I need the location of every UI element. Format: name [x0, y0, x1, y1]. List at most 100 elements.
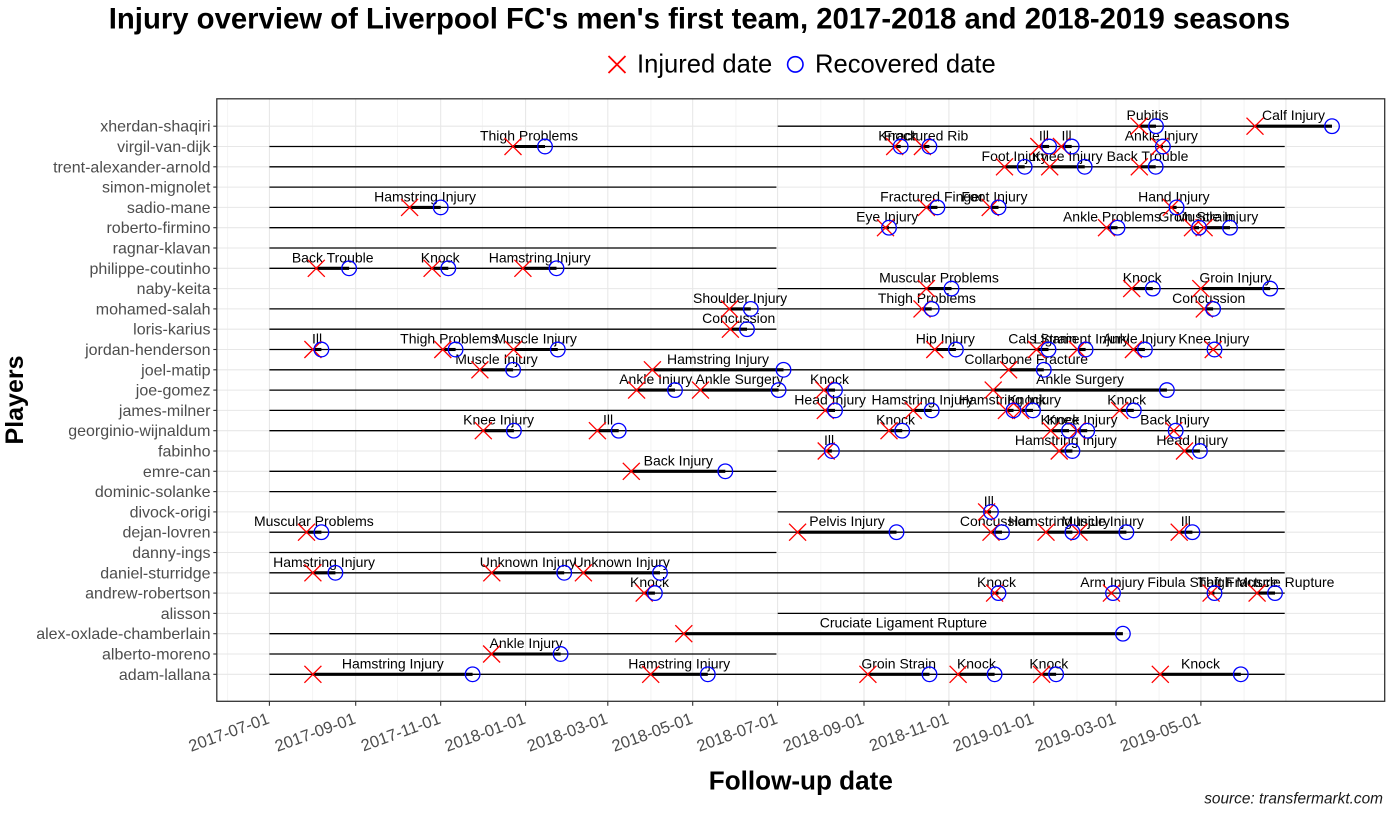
svg-text:ragnar-klavan: ragnar-klavan [113, 241, 211, 258]
svg-text:joe-gomez: joe-gomez [135, 383, 211, 400]
svg-text:Knock: Knock [810, 371, 850, 387]
svg-text:Groin Injury: Groin Injury [1199, 270, 1271, 286]
svg-text:fabinho: fabinho [158, 444, 211, 461]
svg-text:james-milner: james-milner [118, 403, 211, 420]
svg-text:danny-ings: danny-ings [132, 545, 210, 562]
svg-text:Ankle Injury: Ankle Injury [1125, 128, 1198, 144]
svg-text:Follow-up date: Follow-up date [709, 766, 893, 796]
svg-text:Players: Players [1, 356, 29, 445]
svg-text:Injured date: Injured date [637, 50, 772, 78]
svg-text:Hamstring Injury: Hamstring Injury [374, 188, 476, 204]
svg-text:Hamstring Injury: Hamstring Injury [342, 655, 444, 671]
svg-text:Hamstring Injury: Hamstring Injury [872, 391, 974, 407]
svg-text:Back Trouble: Back Trouble [292, 249, 374, 265]
svg-text:georginio-wijnaldum: georginio-wijnaldum [68, 423, 210, 440]
svg-text:Thigh Problems: Thigh Problems [878, 290, 976, 306]
svg-text:xherdan-shaqiri: xherdan-shaqiri [100, 119, 210, 136]
svg-text:Unknown Injury: Unknown Injury [480, 554, 577, 570]
svg-text:philippe-coutinho: philippe-coutinho [90, 261, 211, 278]
svg-text:Muscular Problems: Muscular Problems [879, 270, 999, 286]
svg-text:Ill: Ill [824, 432, 834, 448]
svg-text:Unknown Injury: Unknown Injury [573, 554, 670, 570]
svg-text:Hamstring Injury: Hamstring Injury [628, 655, 730, 671]
svg-text:Muscle Injury: Muscle Injury [455, 351, 537, 367]
svg-text:Thigh Muscle Rupture: Thigh Muscle Rupture [1198, 574, 1335, 590]
svg-text:Fractured Finger: Fractured Finger [880, 188, 984, 204]
svg-text:Hand Injury: Hand Injury [1138, 188, 1210, 204]
svg-text:Ankle Problems: Ankle Problems [1063, 209, 1161, 225]
svg-text:Cruciate Ligament Rupture: Cruciate Ligament Rupture [820, 615, 988, 631]
svg-text:Concussion: Concussion [1172, 290, 1245, 306]
svg-text:Pelvis Injury: Pelvis Injury [809, 513, 884, 529]
svg-text:Knee Injury: Knee Injury [1047, 412, 1118, 428]
svg-text:Hamstring Injury: Hamstring Injury [1015, 432, 1117, 448]
svg-text:Ill: Ill [1181, 513, 1191, 529]
svg-text:Hamstring Injury: Hamstring Injury [1008, 513, 1110, 529]
svg-text:Fibula Shaft Fracture: Fibula Shaft Fracture [1147, 574, 1278, 590]
svg-text:Ankle Injury: Ankle Injury [490, 635, 563, 651]
svg-text:Ankle Injury: Ankle Injury [1103, 331, 1176, 347]
svg-text:Knock: Knock [630, 574, 670, 590]
svg-text:Foot Injury: Foot Injury [961, 188, 1027, 204]
svg-text:virgil-van-dijk: virgil-van-dijk [117, 139, 211, 156]
svg-text:Ill: Ill [984, 493, 994, 509]
svg-text:Knee Injury: Knee Injury [1178, 331, 1249, 347]
svg-text:simon-mignolet: simon-mignolet [102, 180, 211, 197]
svg-text:Knock: Knock [1107, 391, 1147, 407]
svg-text:jordan-henderson: jordan-henderson [84, 342, 210, 359]
svg-text:Muscular Problems: Muscular Problems [254, 513, 374, 529]
svg-text:Thigh Problems: Thigh Problems [480, 128, 578, 144]
svg-text:alex-oxlade-chamberlain: alex-oxlade-chamberlain [36, 626, 210, 643]
svg-text:Muscle Injury: Muscle Injury [1176, 209, 1258, 225]
svg-text:emre-can: emre-can [143, 464, 211, 481]
svg-text:Ill: Ill [1039, 128, 1049, 144]
svg-text:Back Injury: Back Injury [1140, 412, 1209, 428]
svg-text:joel-matip: joel-matip [140, 362, 210, 379]
svg-text:Collarbone Fracture: Collarbone Fracture [964, 351, 1088, 367]
svg-text:mohamed-salah: mohamed-salah [96, 301, 211, 318]
svg-text:Head Injury: Head Injury [1156, 432, 1228, 448]
svg-text:daniel-sturridge: daniel-sturridge [100, 565, 210, 582]
svg-text:naby-keita: naby-keita [137, 281, 211, 298]
svg-text:Fractured Rib: Fractured Rib [883, 128, 968, 144]
svg-text:Groin Strain: Groin Strain [861, 655, 936, 671]
svg-text:roberto-firmino: roberto-firmino [106, 220, 210, 237]
svg-text:Eye Injury: Eye Injury [856, 209, 918, 225]
svg-text:loris-karius: loris-karius [133, 322, 210, 339]
svg-text:Thigh Problems: Thigh Problems [400, 331, 498, 347]
svg-text:dejan-lovren: dejan-lovren [122, 525, 210, 542]
svg-text:Ligament Injury: Ligament Injury [1034, 331, 1130, 347]
svg-text:Knock: Knock [1181, 655, 1221, 671]
svg-text:Knock: Knock [1007, 391, 1047, 407]
svg-text:Knock: Knock [957, 655, 997, 671]
svg-text:Injury overview of Liverpool F: Injury overview of Liverpool FC's men's … [109, 3, 1290, 36]
svg-text:Recovered date: Recovered date [815, 50, 996, 78]
svg-text:Head Injury: Head Injury [794, 391, 866, 407]
svg-text:alberto-moreno: alberto-moreno [102, 647, 211, 664]
svg-text:trent-alexander-arnold: trent-alexander-arnold [53, 159, 210, 176]
svg-text:Knock: Knock [1123, 270, 1163, 286]
svg-text:Knock: Knock [977, 574, 1017, 590]
svg-text:Hamstring Injury: Hamstring Injury [273, 554, 375, 570]
svg-text:Concussion: Concussion [702, 310, 775, 326]
svg-text:adam-lallana: adam-lallana [119, 667, 211, 684]
svg-text:Cals Strain: Cals Strain [1008, 331, 1076, 347]
svg-text:Knock: Knock [876, 412, 916, 428]
svg-text:Muscle Injury: Muscle Injury [494, 331, 576, 347]
svg-text:Arm Injury: Arm Injury [1080, 574, 1144, 590]
svg-text:Ill: Ill [1062, 128, 1072, 144]
svg-text:Hip Injury: Hip Injury [916, 331, 975, 347]
svg-text:Shoulder Injury: Shoulder Injury [693, 290, 787, 306]
svg-text:Calf Injury: Calf Injury [1262, 107, 1325, 123]
svg-text:Ankle Surgery: Ankle Surgery [1036, 371, 1124, 387]
svg-text:Hamstring Injury: Hamstring Injury [667, 351, 769, 367]
svg-text:Ankle Surgery: Ankle Surgery [696, 371, 784, 387]
svg-text:Ill: Ill [312, 331, 322, 347]
svg-text:alisson: alisson [161, 606, 211, 623]
svg-text:Back Trouble: Back Trouble [1107, 148, 1189, 164]
svg-text:andrew-robertson: andrew-robertson [85, 586, 210, 603]
svg-text:Hamstring Injury: Hamstring Injury [489, 249, 591, 265]
svg-text:sadio-mane: sadio-mane [127, 200, 211, 217]
svg-text:Ill: Ill [603, 412, 613, 428]
svg-text:Knee Injury: Knee Injury [463, 412, 534, 428]
